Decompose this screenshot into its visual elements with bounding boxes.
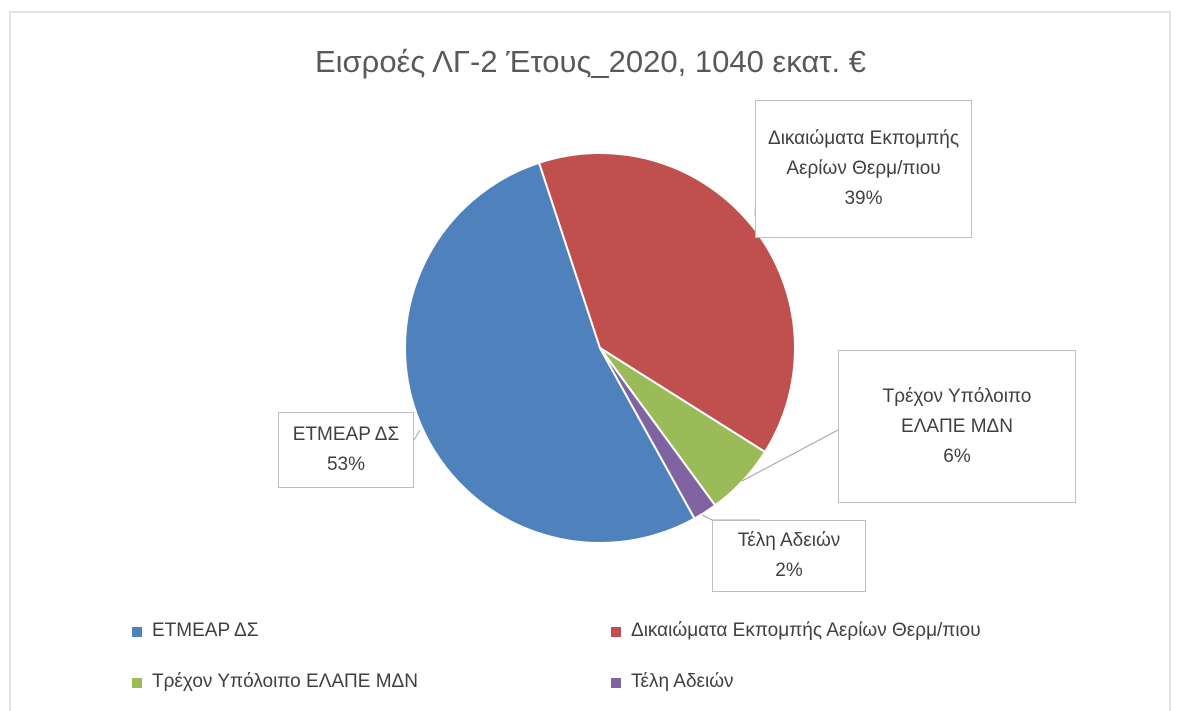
data-label-value: 53% <box>326 454 366 475</box>
data-label-value: 39% <box>844 188 883 209</box>
data-label-category: Τρέχον Υπόλοιπο ΕΛΑΠΕ ΜΔΝ <box>882 385 1032 437</box>
pie-slice <box>599 347 717 520</box>
data-label: Δικαιώματα Εκπομπής Αερίων Θερμ/πιου 39% <box>755 100 972 238</box>
data-label-category: Δικαιώματα Εκπομπής Αερίων Θερμ/πιου <box>768 128 960 179</box>
data-label-category: ΕΤΜΕΑΡ ΔΣ <box>292 424 400 445</box>
legend-marker <box>611 678 621 688</box>
legend-marker <box>132 678 142 688</box>
data-label-value: 6% <box>943 445 971 467</box>
data-label: Τρέχον Υπόλοιπο ΕΛΑΠΕ ΜΔΝ 6% <box>838 350 1076 503</box>
legend-label: ΕΤΜΕΑΡ ΔΣ <box>152 620 259 641</box>
legend-marker <box>132 627 142 637</box>
data-label: ΕΤΜΕΑΡ ΔΣ 53% <box>278 412 414 488</box>
pie-slice <box>537 152 796 454</box>
data-label: Τέλη Αδειών 2% <box>712 520 866 592</box>
data-label-value: 2% <box>775 560 803 581</box>
legend-marker <box>611 627 621 637</box>
pie-slice <box>404 161 696 544</box>
leader-line <box>741 429 839 482</box>
chart-border <box>9 11 1171 711</box>
leader-line <box>413 429 421 441</box>
legend-label: Τέλη Αδειών <box>631 671 734 692</box>
legend-label: Δικαιώματα Εκπομπής Αερίων Θερμ/πιου <box>631 620 981 641</box>
data-label-category: Τέλη Αδειών <box>737 530 841 551</box>
chart-title: Εισροές ΛΓ-2 Έτους_2020, 1040 εκατ. € <box>314 44 867 79</box>
legend-label: Τρέχον Υπόλοιπο ΕΛΑΠΕ ΜΔΝ <box>152 671 418 692</box>
